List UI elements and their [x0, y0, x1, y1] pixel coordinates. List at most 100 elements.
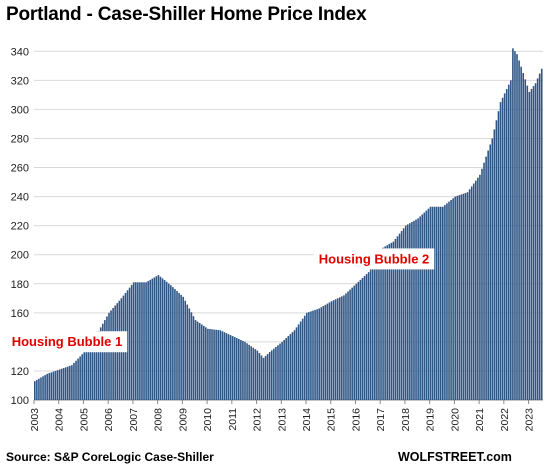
data-bar: [64, 367, 67, 400]
data-bar: [491, 138, 494, 400]
y-tick-label: 300: [11, 104, 29, 116]
data-bar: [386, 245, 388, 400]
data-bar: [62, 368, 65, 400]
data-bar: [501, 97, 504, 400]
data-bar: [357, 281, 360, 400]
data-bar: [97, 330, 100, 400]
data-bar: [38, 378, 40, 400]
data-bar: [194, 320, 197, 400]
data-bar: [378, 252, 380, 400]
data-bar: [485, 156, 487, 400]
data-bar: [285, 338, 288, 400]
y-tick-label: 200: [11, 250, 29, 262]
data-bar: [186, 304, 189, 400]
data-bar: [87, 346, 90, 400]
data-bar: [170, 285, 172, 400]
data-bar: [518, 60, 520, 400]
data-bar: [34, 381, 36, 400]
data-bar: [190, 312, 193, 400]
data-bar: [99, 327, 102, 400]
data-bar: [345, 293, 347, 400]
data-bar: [351, 287, 353, 400]
data-bar: [464, 192, 467, 400]
data-bar: [503, 93, 506, 401]
y-tick-label: 260: [11, 163, 29, 175]
data-bar: [398, 233, 401, 400]
data-bar: [528, 91, 531, 400]
data-bar: [483, 162, 485, 400]
y-tick-label: 320: [11, 75, 29, 87]
data-bar: [320, 307, 323, 400]
data-bar: [318, 308, 320, 400]
data-bar: [211, 329, 213, 400]
data-bar: [466, 192, 469, 400]
data-bar: [95, 334, 98, 400]
y-tick-label: 180: [11, 279, 29, 291]
data-bar: [221, 331, 224, 400]
annotation-background: [6, 331, 128, 353]
data-bar: [252, 347, 255, 400]
data-bar: [159, 276, 162, 400]
data-bar: [538, 73, 541, 401]
data-bar: [77, 358, 79, 400]
data-bar: [52, 371, 55, 400]
data-bar: [281, 341, 283, 400]
data-bar: [147, 281, 149, 400]
data-bar: [238, 338, 240, 400]
source-note: Source: S&P CoreLogic Case-Shiller: [6, 450, 214, 464]
x-tick-label: 2023: [524, 408, 536, 432]
data-bar: [534, 83, 537, 400]
data-bar: [137, 282, 139, 400]
data-bar: [126, 290, 129, 400]
data-bar: [209, 329, 211, 400]
data-bar: [275, 346, 277, 400]
data-bar: [384, 246, 386, 400]
data-bar: [205, 327, 207, 400]
data-bar: [176, 291, 178, 400]
data-bar: [50, 372, 53, 400]
x-tick-label: 2016: [350, 408, 362, 432]
data-bar: [217, 330, 220, 400]
data-bar: [165, 281, 168, 400]
data-bar: [450, 199, 452, 400]
data-bar: [174, 289, 176, 400]
x-tick-label: 2005: [78, 408, 90, 432]
data-bar: [526, 85, 529, 401]
data-bar: [460, 194, 463, 400]
data-bar: [310, 311, 312, 400]
data-bar: [207, 328, 209, 400]
data-bar: [452, 198, 454, 400]
data-bar: [536, 78, 539, 400]
x-tick-label: 2022: [499, 408, 511, 432]
x-tick-label: 2017: [375, 408, 387, 432]
y-tick-label: 100: [11, 395, 29, 407]
data-bar: [145, 282, 147, 400]
annotations: Housing Bubble 1 Housing Bubble 2: [6, 248, 435, 353]
data-bar: [413, 220, 415, 400]
data-bar: [256, 350, 259, 400]
data-bar: [246, 343, 248, 400]
data-bar: [155, 276, 158, 400]
data-bar: [46, 373, 48, 400]
x-tick-label: 2007: [128, 408, 140, 432]
data-bar: [308, 312, 310, 400]
data-bar: [60, 368, 63, 400]
data-bar: [180, 294, 182, 400]
data-bar: [507, 84, 510, 400]
data-bar: [233, 337, 236, 400]
bar-series: [34, 48, 543, 401]
data-bar: [369, 268, 372, 400]
data-bar: [151, 278, 154, 400]
data-bar: [425, 210, 428, 400]
data-bar: [417, 218, 419, 400]
data-bar: [291, 332, 294, 400]
data-bar: [167, 283, 170, 400]
data-bar: [411, 222, 413, 400]
data-bar: [499, 102, 502, 401]
data-bar: [458, 195, 461, 400]
data-bar: [182, 296, 184, 400]
data-bar: [198, 322, 201, 400]
chart-title: Portland - Case-Shiller Home Price Index: [6, 4, 367, 25]
data-bar: [106, 316, 108, 400]
y-tick-label: 120: [11, 366, 29, 378]
